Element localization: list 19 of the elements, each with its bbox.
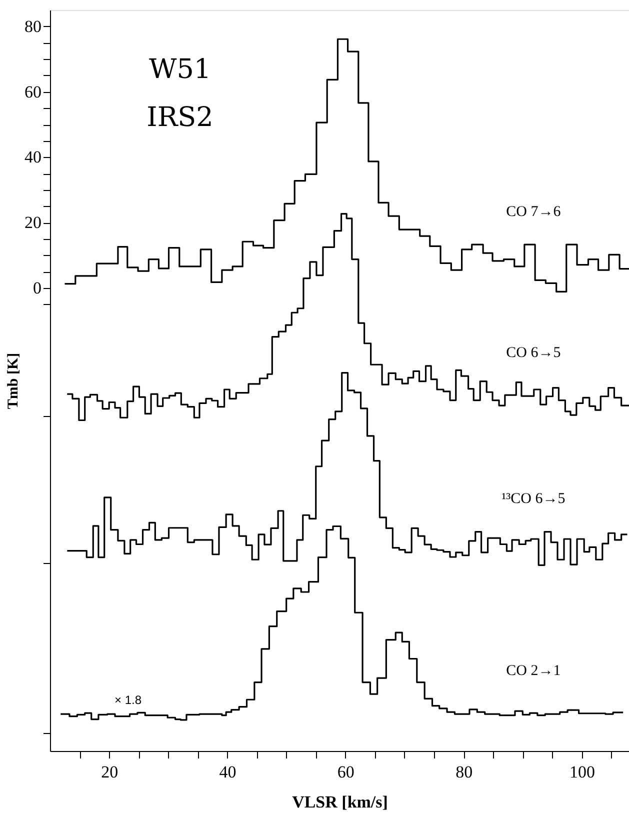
y-tick-label: 20 bbox=[24, 213, 42, 232]
x-axis-title: VLSR [km/s] bbox=[292, 792, 388, 812]
text: IRS2 bbox=[146, 102, 214, 133]
annotation: × 1.8 bbox=[114, 693, 142, 707]
text: CO 2→1 bbox=[506, 663, 561, 680]
series-label: ¹³CO 6→5 bbox=[502, 490, 566, 507]
y-tick-label: 0 bbox=[33, 278, 42, 298]
text: W51 bbox=[148, 54, 212, 85]
x-tick-label: 100 bbox=[569, 762, 595, 782]
x-tick-label: 80 bbox=[456, 762, 473, 782]
y-tick-label: 60 bbox=[24, 82, 42, 102]
series-label: CO 7→6 bbox=[506, 204, 562, 220]
x-tick-label: 20 bbox=[101, 762, 118, 782]
series-label: CO 6→5 bbox=[506, 345, 561, 362]
y-tick-label: 80 bbox=[24, 16, 42, 36]
x-tick-label: 40 bbox=[219, 762, 236, 782]
y-axis-title: Tmb [K] bbox=[6, 352, 22, 410]
y-tick-label: 40 bbox=[24, 148, 42, 167]
x-tick-label: 60 bbox=[337, 762, 354, 782]
